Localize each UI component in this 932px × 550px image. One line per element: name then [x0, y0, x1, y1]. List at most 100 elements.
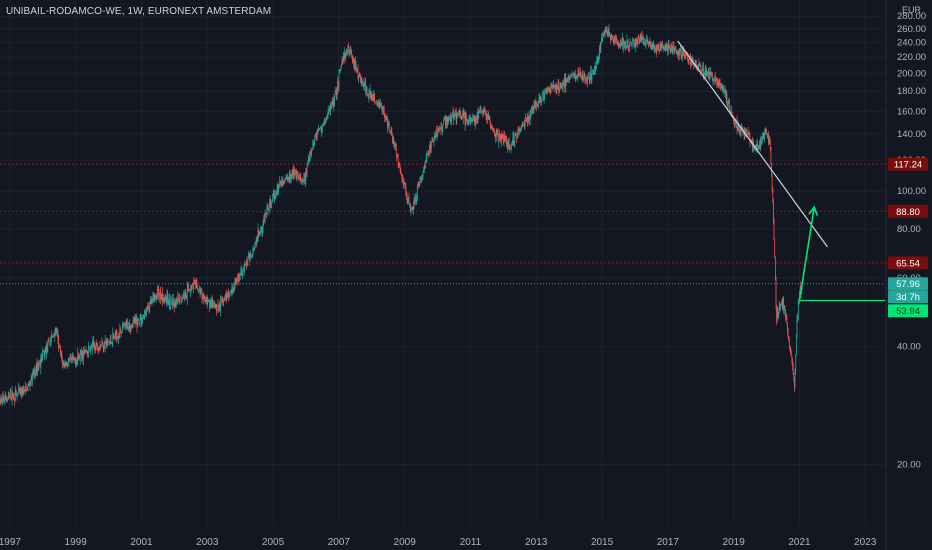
candle-body — [341, 63, 342, 67]
candle-body — [594, 68, 595, 75]
candle-body — [512, 134, 514, 143]
candle-body — [703, 64, 704, 75]
candle-body — [204, 297, 206, 299]
candle-body — [681, 51, 683, 59]
candle-body — [522, 123, 523, 127]
candle-body — [339, 71, 340, 73]
candle-body — [439, 128, 441, 130]
candle-body — [338, 71, 340, 87]
candle-body — [39, 362, 41, 368]
candle-body — [451, 112, 453, 117]
candle-body — [405, 186, 407, 193]
candle-body — [346, 49, 347, 56]
candle-body — [611, 36, 613, 38]
candle-body — [645, 41, 646, 45]
candle-body — [104, 345, 105, 349]
candle-body — [216, 305, 218, 311]
candle-body — [420, 181, 421, 182]
candle-body — [244, 262, 245, 271]
candle-body — [320, 127, 321, 129]
candle-body — [594, 65, 596, 70]
candle-body — [251, 255, 253, 257]
candle-body — [662, 46, 664, 47]
candle-body — [272, 192, 274, 196]
candle-body — [67, 362, 69, 365]
candle-body — [9, 392, 11, 398]
candle-body — [388, 123, 390, 132]
candle-body — [635, 37, 637, 47]
candle-body — [350, 50, 351, 52]
candle-body — [457, 114, 458, 116]
candle-body — [527, 112, 529, 119]
candle-body — [479, 111, 481, 113]
candle-body — [111, 342, 113, 344]
candle-body — [675, 49, 677, 53]
candle-body — [348, 46, 350, 54]
candle-body — [74, 360, 76, 362]
candle-body — [432, 138, 433, 141]
candle-body — [200, 289, 202, 292]
candle-body — [756, 144, 758, 146]
candle-body — [232, 288, 233, 290]
candle-body — [118, 336, 119, 338]
candle-body — [720, 84, 722, 88]
candle-body — [785, 309, 786, 317]
candle-body — [59, 346, 61, 348]
candle-body — [34, 371, 36, 373]
candle-body — [160, 296, 162, 299]
candle-body — [672, 48, 674, 53]
candle-body — [35, 364, 37, 373]
candle-body — [677, 52, 679, 53]
candle-body — [573, 74, 575, 79]
candle-body — [388, 121, 389, 123]
candle-body — [331, 101, 333, 105]
candle-body — [792, 360, 793, 366]
candle-body — [694, 64, 695, 66]
candle-body — [295, 169, 296, 172]
candle-body — [209, 302, 210, 308]
candle-body — [210, 300, 212, 303]
candle-body — [90, 346, 91, 352]
candle-body — [396, 154, 398, 156]
candle-body — [178, 299, 180, 303]
candle-body — [528, 116, 530, 119]
candle-body — [375, 101, 377, 103]
candle-body — [445, 118, 447, 124]
candle-body — [369, 90, 371, 94]
candle-body — [16, 393, 18, 396]
candle-body — [218, 305, 219, 308]
x-tick-label: 2021 — [788, 537, 811, 548]
candle-body — [336, 89, 338, 95]
candle-body — [647, 41, 649, 43]
candle-body — [218, 306, 220, 308]
candle-body — [50, 341, 52, 342]
candle-body — [285, 176, 287, 179]
candle-body — [702, 64, 704, 70]
candle-body — [485, 111, 486, 114]
candle-body — [112, 333, 114, 342]
candle-body — [264, 218, 265, 222]
candle-body — [465, 114, 467, 125]
candle-body — [413, 205, 414, 211]
candle-body — [476, 118, 477, 120]
candle-body — [582, 73, 584, 80]
candle-body — [68, 360, 70, 362]
candle-body — [257, 229, 259, 242]
candle-body — [277, 188, 279, 192]
candle-body — [515, 133, 516, 135]
candle-body — [125, 321, 127, 327]
candle-body — [359, 73, 361, 76]
candle-body — [770, 147, 772, 164]
candle-body — [132, 321, 134, 326]
candle-body — [564, 77, 565, 87]
candle-body — [279, 181, 281, 183]
candle-body — [88, 345, 90, 348]
candle-body — [219, 306, 221, 310]
candle-body — [441, 125, 443, 130]
candle-body — [144, 310, 146, 313]
candle-body — [444, 118, 446, 124]
candle-body — [412, 206, 414, 210]
candle-body — [212, 299, 214, 305]
